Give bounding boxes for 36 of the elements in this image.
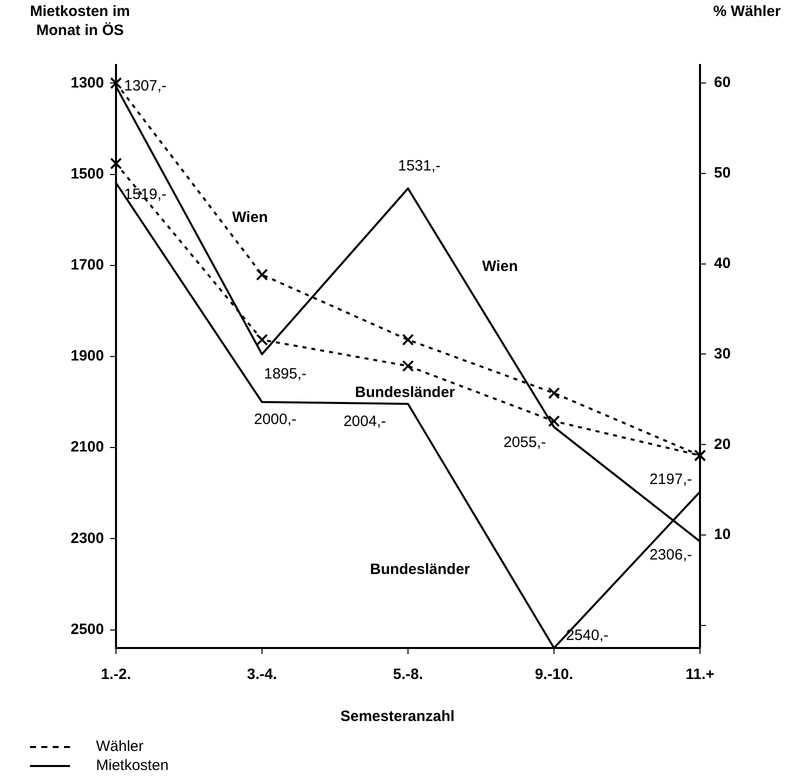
- series-label: Bundesländer: [370, 561, 470, 578]
- data-label: 2197,-: [649, 470, 692, 488]
- data-label: 1531,-: [398, 158, 441, 175]
- y-tick-label: 2300: [70, 530, 104, 547]
- y2-tick-label: 30: [714, 345, 731, 362]
- y2-axis-title: % Wähler: [712, 2, 782, 21]
- text: Mietkosten: [96, 757, 169, 774]
- data-label: 2306,-: [649, 546, 692, 564]
- x-axis-title: Semesteranzahl: [339, 708, 456, 725]
- y-tick-label: 1900: [70, 348, 104, 365]
- y2-tick-label: 20: [714, 436, 731, 453]
- series-label: Wien: [232, 209, 268, 226]
- x-tick-label: 3.-4.: [246, 666, 278, 684]
- data-label: 2004,-: [343, 413, 386, 430]
- y2-tick-label: 40: [714, 254, 731, 272]
- y-tick-label: 1300: [70, 74, 104, 92]
- data-label: 1895,-: [264, 365, 307, 382]
- data-label: 2540,-: [566, 627, 609, 644]
- x-tick-label: 5.-8.: [392, 666, 424, 684]
- y2-tick-label: 60: [714, 74, 731, 92]
- y-tick-label: 1700: [70, 256, 104, 274]
- x-tick-label: 11.+: [686, 666, 715, 684]
- series-label: Bundesländer: [354, 384, 456, 402]
- y-tick-label: 1500: [70, 165, 104, 182]
- y-tick-label: 2100: [70, 438, 104, 456]
- data-label: 2000,-: [254, 411, 297, 428]
- y-axis-title: Mietkosten im Monat in ÖS: [28, 2, 132, 40]
- x-tick-label: 9.-10.: [534, 666, 574, 684]
- data-label: 2055,-: [503, 434, 546, 452]
- x-tick-label: 1.-2.: [100, 666, 132, 684]
- series-label: Wien: [482, 258, 518, 276]
- y-tick-label: 2500: [70, 620, 104, 638]
- y2-tick-label: 10: [714, 526, 731, 544]
- y2-tick-label: 50: [714, 164, 731, 182]
- data-label: 1307,-: [124, 78, 167, 95]
- text: Wähler: [96, 738, 144, 755]
